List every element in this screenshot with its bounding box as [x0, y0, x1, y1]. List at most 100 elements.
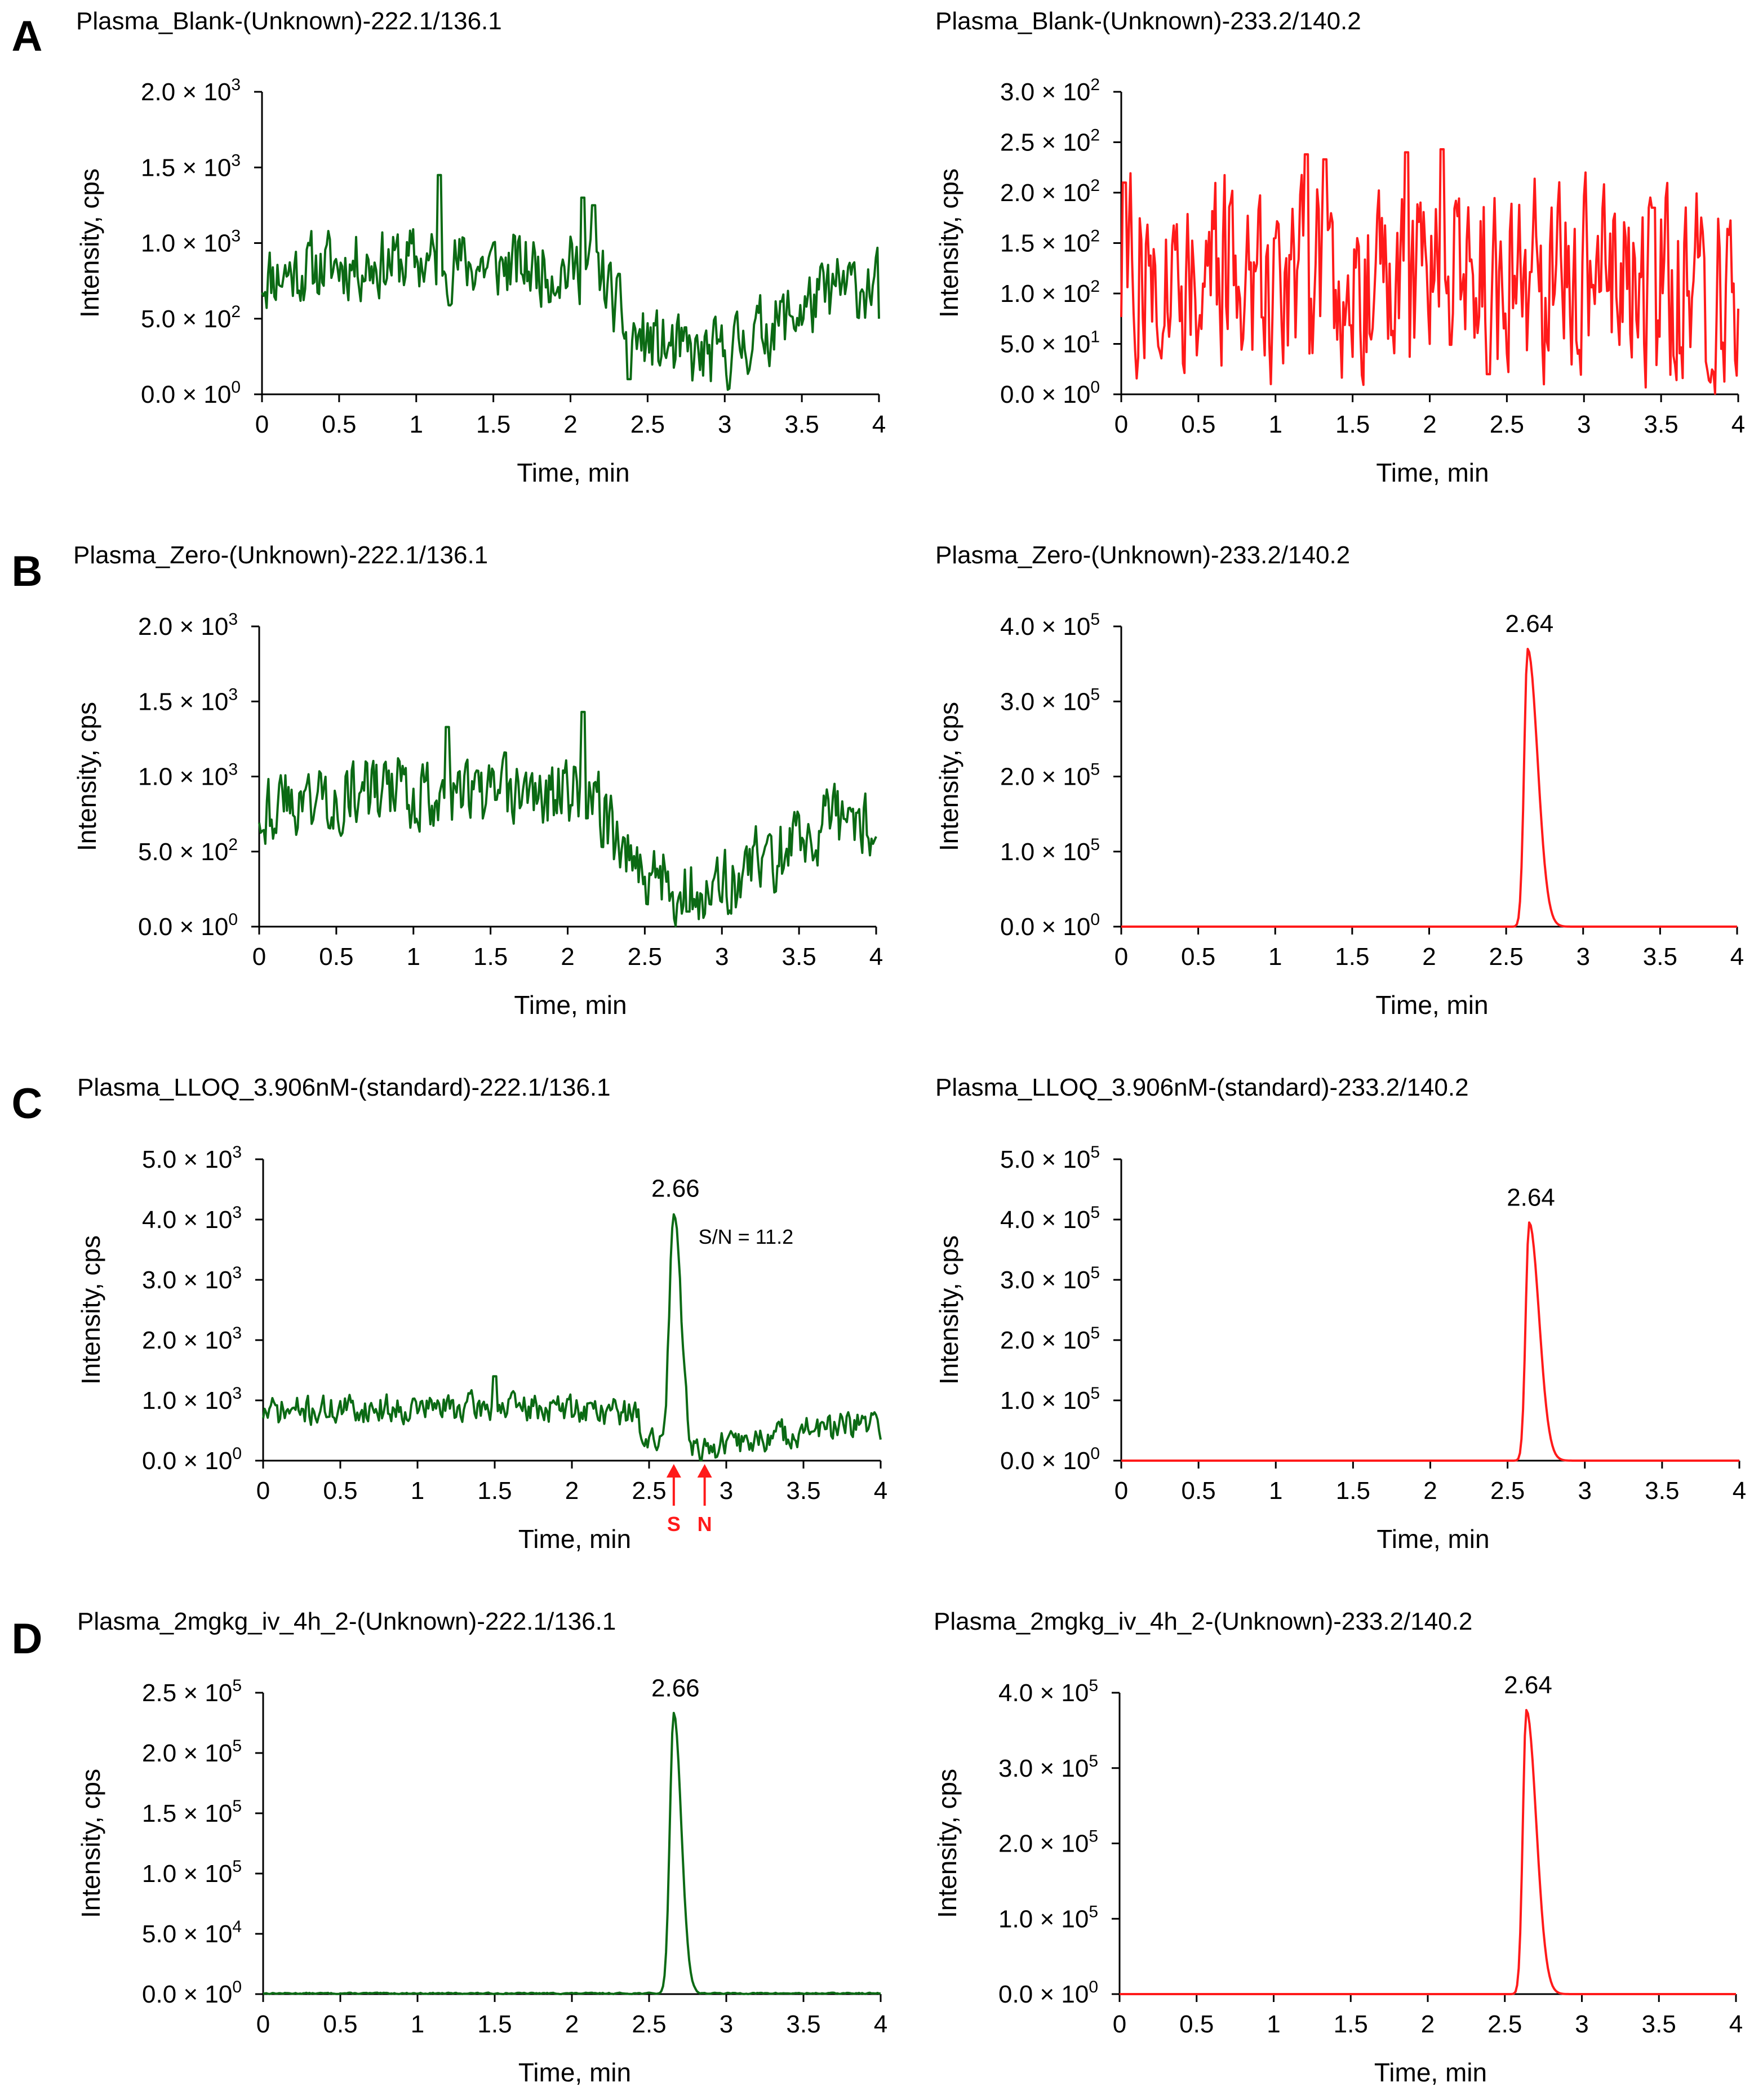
y-tick-label: 0.0 × 100 [142, 1978, 242, 2008]
x-tick-label: 0 [256, 1477, 270, 1505]
y-tick-label: 1.5 × 103 [141, 151, 241, 181]
chart-a-left: Plasma_Blank-(Unknown)-222.1/136.1 0.0 × … [75, 7, 886, 487]
y-tick-label: 5.0 × 104 [142, 1917, 242, 1948]
peak-label: 2.64 [1504, 1671, 1552, 1699]
y-tick-label: 2.0 × 105 [1000, 760, 1100, 791]
x-tick-label: 0.5 [319, 943, 353, 971]
x-tick-label: 0 [252, 943, 266, 971]
x-tick-label: 2.5 [632, 1477, 666, 1505]
chart-title: Plasma_LLOQ_3.906nM-(standard)-222.1/136… [77, 1074, 611, 1101]
trace-line [1121, 1221, 1739, 1462]
x-tick-label: 0.5 [1181, 943, 1215, 971]
x-tick-label: 4 [1733, 1477, 1746, 1505]
x-axis-title: Time, min [518, 2058, 631, 2087]
y-tick-label: 1.0 × 103 [141, 227, 241, 257]
y-tick-label: 0.0 × 100 [1000, 378, 1100, 408]
marker-label-n: N [698, 1512, 712, 1536]
x-tick-label: 0.5 [323, 2010, 357, 2038]
y-tick-label: 4.0 × 105 [1000, 610, 1100, 640]
y-tick-label: 1.5 × 105 [142, 1797, 242, 1827]
y-axis-title: Intensity, cps [72, 702, 101, 851]
y-tick-label: 3.0 × 105 [1000, 1263, 1100, 1294]
trace-line [261, 173, 880, 391]
x-tick-label: 3.5 [1643, 943, 1677, 971]
x-tick-label: 3.5 [786, 2010, 820, 2038]
chart-title: Plasma_LLOQ_3.906nM-(standard)-233.2/140… [935, 1074, 1469, 1101]
x-tick-label: 0.5 [1182, 1477, 1216, 1505]
peak-label: 2.66 [651, 1674, 700, 1702]
x-tick-label: 3 [1578, 1477, 1592, 1505]
x-tick-label: 0 [1114, 1477, 1128, 1505]
panel-letter-b: B [12, 548, 43, 595]
y-tick-label: 1.0 × 105 [142, 1857, 242, 1888]
x-tick-label: 4 [869, 943, 883, 971]
x-tick-label: 2.5 [1490, 1477, 1525, 1505]
marker-arrow-head [697, 1464, 712, 1478]
panel-letter-a: A [12, 12, 43, 60]
peak-label: 2.64 [1506, 610, 1554, 638]
x-axis-title: Time, min [1376, 1524, 1489, 1554]
x-tick-label: 2 [561, 943, 574, 971]
trace-line [1121, 648, 1737, 928]
x-tick-label: 1 [407, 943, 420, 971]
x-tick-label: 3 [715, 943, 729, 971]
x-tick-label: 4 [874, 2010, 887, 2038]
x-tick-label: 1.5 [476, 411, 510, 438]
x-tick-label: 4 [874, 1477, 887, 1505]
x-axis-title: Time, min [1374, 2058, 1487, 2087]
y-tick-label: 0.0 × 100 [141, 378, 241, 408]
x-tick-label: 3.5 [782, 943, 816, 971]
y-tick-label: 2.5 × 102 [1000, 126, 1100, 157]
y-tick-label: 3.0 × 105 [998, 1752, 1098, 1782]
x-tick-label: 4 [872, 411, 886, 438]
x-tick-label: 1.5 [1336, 1477, 1370, 1505]
x-tick-label: 1 [1269, 1477, 1282, 1505]
x-tick-label: 1 [1268, 943, 1282, 971]
x-axis-title: Time, min [1376, 458, 1489, 487]
x-tick-label: 1.5 [1334, 2010, 1368, 2038]
y-tick-label: 2.0 × 105 [1000, 1324, 1100, 1354]
y-axis-title: Intensity, cps [932, 1769, 962, 1918]
x-tick-label: 3.5 [786, 1477, 820, 1505]
y-tick-label: 4.0 × 105 [1000, 1203, 1100, 1234]
peak-label: 2.66 [651, 1174, 700, 1202]
x-tick-label: 1 [411, 1477, 424, 1505]
y-axis-title: Intensity, cps [75, 168, 104, 318]
x-tick-label: 2 [1422, 943, 1436, 971]
x-axis-title: Time, min [518, 1524, 631, 1554]
x-tick-label: 3 [720, 2010, 733, 2038]
x-tick-label: 1.5 [477, 2010, 512, 2038]
y-tick-label: 2.5 × 105 [142, 1676, 242, 1707]
x-tick-label: 0 [1114, 411, 1128, 438]
y-axis-title: Intensity, cps [934, 1235, 963, 1385]
chart-title: Plasma_2mgkg_iv_4h_2-(Unknown)-222.1/136… [77, 1608, 616, 1635]
x-tick-label: 1.5 [1335, 411, 1370, 438]
trace-line [258, 710, 877, 927]
x-tick-label: 1 [1267, 2010, 1280, 2038]
x-tick-label: 2 [563, 411, 577, 438]
y-tick-label: 5.0 × 101 [1000, 328, 1100, 358]
y-tick-label: 3.0 × 103 [142, 1263, 242, 1294]
chart-title: Plasma_Blank-(Unknown)-233.2/140.2 [935, 7, 1361, 35]
chart-title: Plasma_2mgkg_iv_4h_2-(Unknown)-233.2/140… [934, 1608, 1472, 1635]
chart-title: Plasma_Zero-(Unknown)-233.2/140.2 [935, 541, 1350, 569]
x-tick-label: 3.5 [1644, 411, 1678, 438]
trace-line [262, 1213, 882, 1461]
y-tick-label: 2.0 × 105 [142, 1737, 242, 1767]
x-tick-label: 0 [1114, 943, 1128, 971]
x-tick-label: 4 [1731, 411, 1745, 438]
x-tick-label: 2.5 [630, 411, 665, 438]
panel-letter-d: D [12, 1615, 43, 1663]
x-tick-label: 2 [1423, 411, 1436, 438]
x-tick-label: 1.5 [1335, 943, 1369, 971]
x-axis-title: Time, min [1375, 990, 1488, 1020]
x-axis-title: Time, min [517, 458, 629, 487]
y-tick-label: 1.5 × 102 [1000, 227, 1100, 257]
y-tick-label: 0.0 × 100 [1000, 910, 1100, 941]
chart-c-left: Plasma_LLOQ_3.906nM-(standard)-222.1/136… [76, 1074, 887, 1554]
marker-label-s: S [667, 1512, 681, 1536]
sn-annotation: S/N = 11.2 [699, 1225, 793, 1248]
x-tick-label: 0 [256, 2010, 270, 2038]
y-axis-title: Intensity, cps [934, 702, 963, 851]
